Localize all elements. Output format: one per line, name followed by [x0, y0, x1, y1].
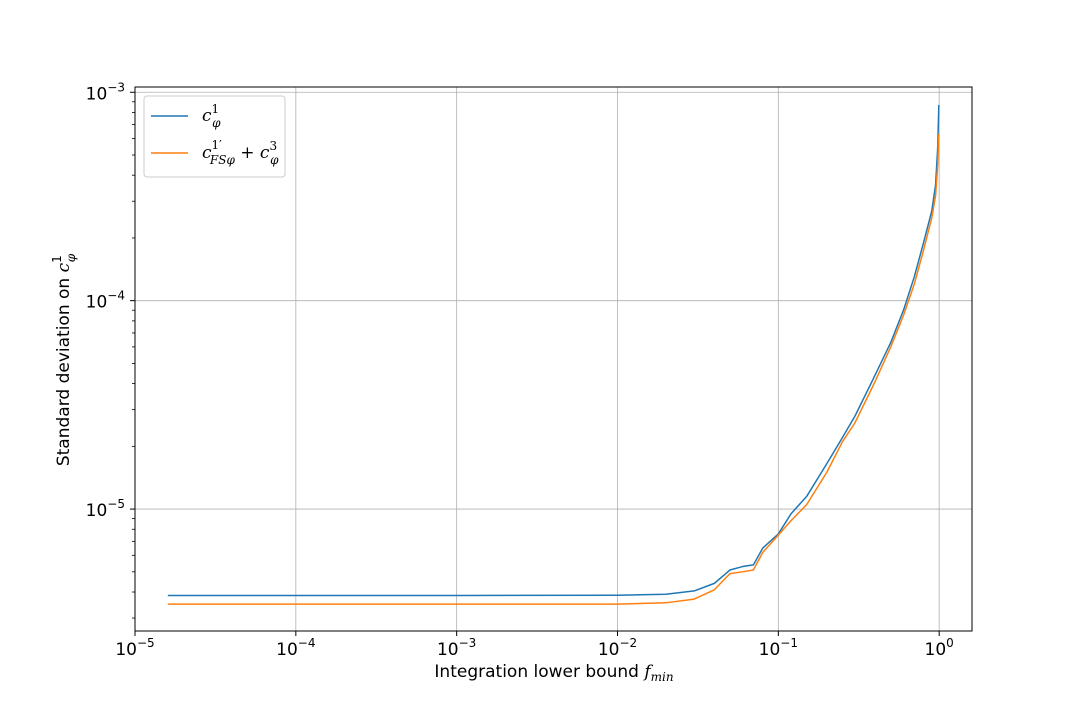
grid-lines	[134, 87, 972, 631]
legend-1-base: c	[202, 106, 212, 126]
y-axis-label: Standard deviation on c1φ	[50, 253, 78, 466]
series-line-2	[167, 134, 940, 605]
legend-2-base2: c	[260, 143, 270, 163]
x-tick-label: 10−2	[598, 636, 637, 660]
y-axis-label-math-sup: 1	[50, 255, 64, 263]
x-tick-label: 100	[925, 636, 954, 660]
series-group	[167, 104, 940, 605]
legend-2-sup2: 3	[269, 139, 277, 153]
legend-2-sub: FSφ	[209, 153, 236, 167]
y-axis-label-math: c	[54, 262, 74, 272]
x-tick-label: 10−3	[437, 636, 476, 660]
y-axis-label-math-sub: φ	[64, 253, 78, 262]
y-tick-label: 10−3	[86, 80, 125, 104]
x-axis-label-text: Integration lower bound	[434, 662, 644, 682]
series-line-1	[167, 104, 940, 597]
legend-label-series-1: c1 φ	[202, 102, 221, 130]
axis-ticks: 10−5 10−4 10−3 10−2 10−1 100 10−5 10−4 10−3	[86, 80, 954, 660]
legend-2-op: +	[235, 143, 260, 163]
x-tick-label: 10−5	[115, 636, 154, 660]
legend-label-series-2: c1′ FSφ + c3 φ	[202, 138, 279, 167]
legend: c1 φ c1′ FSφ + c3 φ	[143, 95, 286, 178]
y-tick-label: 10−5	[86, 497, 125, 521]
legend-1-sup: 1	[212, 102, 220, 116]
y-axis-label-text: Standard deviation on	[54, 272, 74, 466]
x-tick-label: 10−4	[276, 636, 315, 660]
plot-frame	[134, 86, 973, 632]
legend-2-sup: 1′	[212, 138, 223, 152]
x-axis-label: Integration lower bound fmin	[434, 662, 673, 684]
legend-2-sub2: φ	[270, 153, 279, 167]
y-tick-label: 10−4	[86, 289, 125, 313]
legend-2-base: c	[202, 143, 212, 163]
legend-1-sub: φ	[212, 116, 221, 130]
x-axis-label-math-sub: min	[651, 670, 674, 684]
x-axis-label-math: f	[642, 662, 653, 682]
x-tick-label: 10−1	[759, 636, 798, 660]
